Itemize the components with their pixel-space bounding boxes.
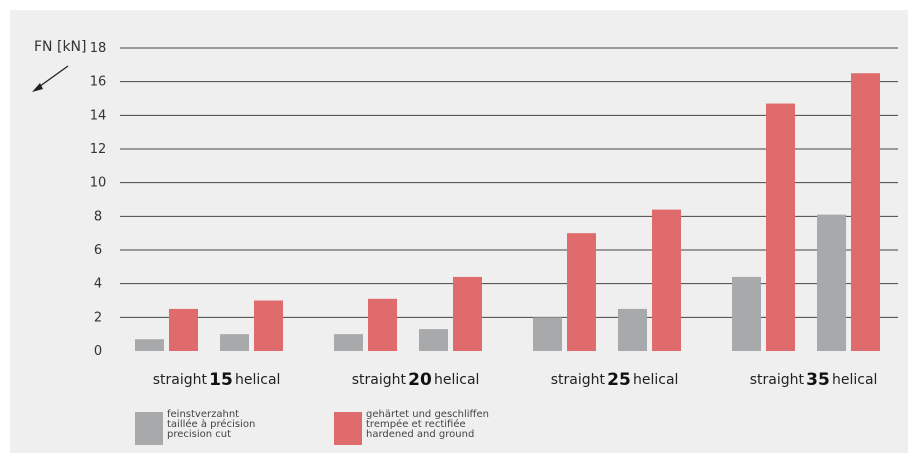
chart-panel: 0 2 4 6 8 10 12 14 16 18 FN [kN] straight 15 helica… xyxy=(10,10,908,453)
bar-35-helical-precision xyxy=(817,214,846,351)
group-left-label: straight xyxy=(153,372,208,388)
y-tick-label: 18 xyxy=(90,41,107,56)
bars xyxy=(135,73,880,351)
bar-35-straight-precision xyxy=(732,276,761,351)
group-right-label: helical xyxy=(633,372,678,388)
bar-35-helical-hardened xyxy=(851,73,880,351)
group-number-label: 20 xyxy=(408,370,432,390)
group-right-label: helical xyxy=(832,372,877,388)
bar-25-helical-hardened xyxy=(652,209,681,351)
y-axis-label: FN [kN] xyxy=(34,39,86,55)
legend-text: gehärtet und geschliffen xyxy=(366,409,489,420)
bar-15-helical-hardened xyxy=(254,300,283,351)
group-number-label: 25 xyxy=(607,370,631,390)
bar-15-helical-precision xyxy=(220,334,249,351)
legend-swatch-hardened xyxy=(334,412,362,445)
bar-15-straight-precision xyxy=(135,339,164,351)
y-tick-label: 2 xyxy=(94,310,102,325)
bar-25-helical-precision xyxy=(618,308,647,351)
legend-text: precision cut xyxy=(167,429,231,440)
legend-text: feinstverzahnt xyxy=(167,409,239,420)
legend-swatch-precision xyxy=(135,412,163,445)
y-tick-label: 8 xyxy=(94,209,102,224)
gridlines xyxy=(120,47,898,318)
group-left-label: straight xyxy=(750,372,805,388)
group-right-label: helical xyxy=(235,372,280,388)
legend-text: trempée et rectifiée xyxy=(366,418,466,430)
bar-25-straight-precision xyxy=(533,317,562,351)
arrow-icon xyxy=(32,65,69,92)
bar-20-helical-precision xyxy=(419,329,448,351)
y-tick-label: 6 xyxy=(94,243,102,258)
y-tick-label: 10 xyxy=(90,176,107,191)
bar-20-straight-precision xyxy=(334,334,363,351)
bar-20-helical-hardened xyxy=(453,276,482,351)
bar-35-straight-hardened xyxy=(766,103,795,351)
group-left-label: straight xyxy=(551,372,606,388)
group-number-label: 35 xyxy=(806,370,830,390)
bar-20-straight-hardened xyxy=(368,298,397,351)
y-tick-label: 12 xyxy=(90,142,107,157)
group-right-label: helical xyxy=(434,372,479,388)
group-number-label: 15 xyxy=(209,370,233,390)
y-tick-labels: 0 2 4 6 8 10 12 14 16 18 xyxy=(90,41,107,359)
group-left-label: straight xyxy=(352,372,407,388)
y-tick-label: 4 xyxy=(94,277,102,292)
y-tick-label: 0 xyxy=(94,344,102,359)
y-tick-label: 16 xyxy=(90,75,107,90)
bar-25-straight-hardened xyxy=(567,233,596,351)
legend-text: taillée à précision xyxy=(167,418,255,430)
group-labels: straight 15 helical straight 20 helical straig… xyxy=(153,370,878,390)
y-tick-label: 14 xyxy=(90,108,107,123)
bar-15-straight-hardened xyxy=(169,308,198,351)
legend-text: hardened and ground xyxy=(366,429,474,440)
